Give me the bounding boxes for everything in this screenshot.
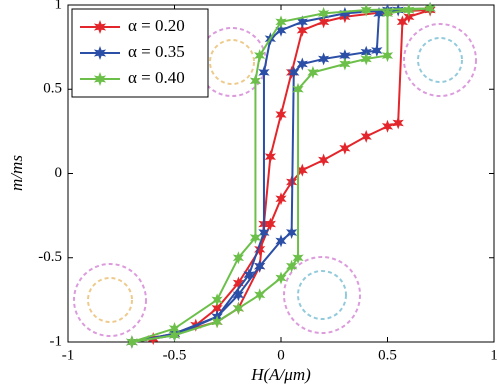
y-axis-label: m/ms xyxy=(7,155,26,191)
star-marker xyxy=(381,119,394,133)
star-marker xyxy=(168,322,181,335)
star-marker xyxy=(286,226,298,239)
star-marker xyxy=(254,242,266,256)
star-marker xyxy=(254,288,266,302)
star-marker xyxy=(318,15,330,29)
star-marker xyxy=(360,129,372,143)
y-tick-label: -0.5 xyxy=(38,249,62,265)
x-tick-label: 0.5 xyxy=(378,347,397,363)
star-marker xyxy=(307,65,319,79)
y-tick-label: 1 xyxy=(55,0,63,12)
x-axis-label: H(A/μm) xyxy=(250,365,311,384)
star-marker xyxy=(211,315,223,329)
star-marker xyxy=(275,108,287,121)
legend-marker xyxy=(93,46,107,60)
star-marker xyxy=(264,217,276,231)
star-marker xyxy=(371,44,383,57)
star-marker xyxy=(258,65,270,79)
star-marker xyxy=(424,1,436,15)
star-marker xyxy=(275,15,287,29)
star-marker xyxy=(318,153,330,167)
star-marker xyxy=(392,116,404,130)
star-marker xyxy=(243,268,255,282)
star-marker xyxy=(318,52,330,66)
star-marker xyxy=(381,6,394,20)
star-marker xyxy=(381,49,394,63)
star-marker xyxy=(232,301,244,315)
star-marker xyxy=(232,276,244,290)
star-marker xyxy=(126,335,138,349)
legend-marker xyxy=(93,20,107,34)
star-marker xyxy=(249,74,262,88)
star-marker xyxy=(275,192,287,206)
star-marker xyxy=(258,226,270,239)
star-marker xyxy=(168,328,181,342)
x-tick-label: -0.5 xyxy=(163,347,187,363)
y-tick-label: 0.5 xyxy=(43,81,62,97)
decor-insets xyxy=(73,23,477,337)
series-line xyxy=(131,9,431,343)
star-marker xyxy=(211,301,223,315)
star-marker xyxy=(292,251,304,265)
star-marker xyxy=(403,3,415,17)
star-marker xyxy=(232,288,244,302)
series xyxy=(126,1,436,349)
star-marker xyxy=(254,49,266,63)
star-marker xyxy=(318,6,330,20)
legend-label: α = 0.35 xyxy=(128,42,185,61)
star-marker xyxy=(288,65,300,79)
star-marker xyxy=(339,57,351,71)
star-marker xyxy=(296,23,308,37)
x-tick-label: 0 xyxy=(277,347,285,363)
star-marker xyxy=(296,15,308,29)
star-marker xyxy=(232,251,244,265)
x-tick-label: -1 xyxy=(62,347,75,363)
star-marker xyxy=(275,234,287,248)
star-marker xyxy=(254,259,266,273)
legend: α = 0.20 α = 0.35 α = 0.40 xyxy=(71,8,209,98)
star-marker xyxy=(286,259,298,273)
star-marker xyxy=(296,163,308,177)
star-marker xyxy=(360,3,372,17)
y-tick-label: 0 xyxy=(55,165,63,181)
star-marker xyxy=(339,6,351,20)
star-marker xyxy=(275,271,287,285)
star-marker xyxy=(403,10,415,24)
star-marker xyxy=(339,49,351,63)
y-tick-label: -1 xyxy=(50,333,63,349)
star-marker xyxy=(249,231,262,244)
star-marker xyxy=(264,150,276,164)
star-marker xyxy=(360,52,372,66)
x-tick-label: 1 xyxy=(490,347,498,363)
star-marker xyxy=(339,141,351,155)
star-marker xyxy=(373,6,385,20)
legend-marker xyxy=(93,72,107,86)
star-marker xyxy=(396,15,408,29)
star-marker xyxy=(292,82,304,96)
star-marker xyxy=(275,23,287,37)
star-marker xyxy=(211,293,223,307)
star-marker xyxy=(360,45,372,59)
legend-label: α = 0.40 xyxy=(128,68,185,87)
legend-label: α = 0.20 xyxy=(128,16,185,35)
star-marker xyxy=(296,57,308,71)
